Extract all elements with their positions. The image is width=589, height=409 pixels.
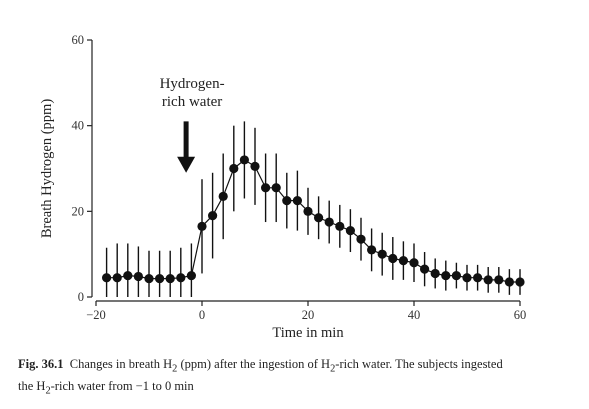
caption-line1-c: -rich water. The subjects ingested (335, 357, 503, 371)
data-point (250, 161, 260, 171)
data-point (123, 270, 133, 281)
x-tick-label: −20 (86, 308, 106, 322)
data-point (314, 213, 324, 223)
arrow-down-icon (177, 156, 196, 173)
data-points (102, 155, 525, 287)
x-tick-label: 40 (408, 308, 421, 322)
data-point (377, 249, 387, 259)
data-point (451, 270, 461, 281)
data-point (208, 211, 218, 221)
data-point (197, 221, 207, 231)
data-point (324, 217, 334, 227)
caption-line1-sub: 2 (172, 363, 178, 375)
caption-line1-a: Changes in breath H (69, 357, 173, 371)
annotation: Hydrogen-rich water (160, 76, 225, 173)
series-line (106, 159, 520, 283)
x-tick-label: 60 (514, 308, 527, 322)
x-tick-label: 20 (302, 308, 315, 322)
caption-line1-b: (ppm) after the ingestion of H (177, 357, 331, 371)
data-point (483, 275, 493, 285)
series-lines (106, 159, 520, 283)
caption-line2-a: the H (18, 378, 46, 393)
data-point (102, 273, 112, 283)
y-tick-label: 60 (72, 33, 85, 47)
data-point (133, 271, 143, 282)
data-point (430, 268, 440, 279)
error-bars (105, 121, 521, 297)
data-point (494, 275, 504, 285)
data-point (292, 196, 302, 206)
data-point (155, 273, 165, 284)
data-point (261, 183, 271, 193)
y-tick-label: 0 (78, 290, 84, 304)
annotation-text: rich water (162, 94, 222, 110)
caption-line2-b: -rich water from −1 to 0 min (50, 378, 194, 393)
data-point (176, 273, 186, 283)
annotation-text: Hydrogen- (160, 76, 225, 92)
data-point (345, 226, 355, 236)
caption-line1-sub2: 2 (330, 363, 336, 375)
data-point (504, 277, 514, 287)
data-point (356, 234, 366, 244)
data-point (282, 196, 292, 206)
caption-line2-sub: 2 (45, 385, 51, 396)
figure-caption: Fig. 36.1 Changes in breath H2 (ppm) aft… (18, 356, 578, 399)
data-point (409, 258, 419, 268)
data-point (144, 273, 154, 284)
data-point (420, 264, 430, 274)
data-point (462, 273, 472, 283)
data-point (229, 163, 239, 174)
data-point (441, 270, 451, 281)
data-point (335, 221, 345, 231)
x-tick-label: 0 (199, 308, 205, 322)
data-point (515, 277, 525, 287)
data-point (165, 273, 175, 284)
y-tick-label: 20 (72, 204, 85, 218)
data-point (186, 270, 196, 281)
data-point (239, 155, 249, 165)
data-point (473, 273, 483, 283)
data-point (112, 273, 122, 283)
data-point (271, 183, 281, 193)
caption-label: Fig. 36.1 (18, 357, 64, 371)
y-tick-label: 40 (72, 119, 85, 133)
data-point (367, 245, 377, 255)
y-axis-title: Breath Hydrogen (ppm) (39, 99, 55, 238)
data-point (398, 255, 408, 266)
data-point (388, 253, 398, 264)
data-point (303, 206, 313, 216)
data-point (218, 191, 228, 201)
x-axis-title: Time in min (272, 325, 344, 341)
